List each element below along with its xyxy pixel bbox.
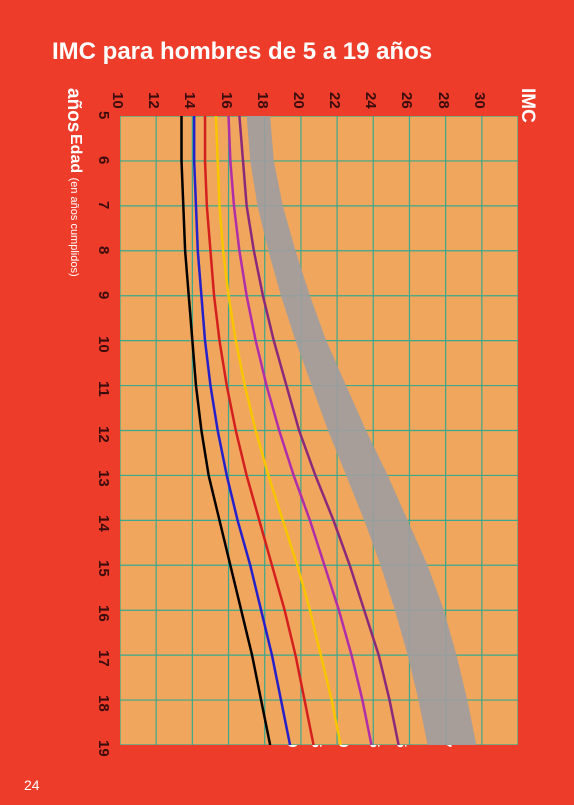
age-label: Edad <box>67 134 84 173</box>
x-tick: 14 <box>95 515 112 532</box>
x-tick: 7 <box>95 201 112 209</box>
x-axis-title-age: Edad (en años cumplidos) <box>66 134 84 277</box>
y-tick: 20 <box>290 92 307 109</box>
x-tick: 19 <box>95 740 112 757</box>
x-axis-title-years: años <box>62 88 84 132</box>
bmi-chart: IMC años Edad (en años cumplidos) 10 12 14… <box>60 86 540 756</box>
x-tick: 12 <box>95 426 112 443</box>
x-tick: 18 <box>95 695 112 712</box>
x-tick: 5 <box>95 111 112 119</box>
x-tick: 9 <box>95 291 112 299</box>
age-note: (en años cumplidos) <box>68 178 80 277</box>
plot-area <box>120 116 518 745</box>
x-tick: 17 <box>95 650 112 667</box>
page-number: 24 <box>24 777 40 793</box>
y-tick: 10 <box>109 92 126 109</box>
chart-title: IMC para hombres de 5 a 19 años <box>52 38 432 66</box>
x-tick: 11 <box>95 381 112 397</box>
x-tick: 15 <box>95 560 112 577</box>
y-tick: 24 <box>362 92 379 109</box>
page: IMC para hombres de 5 a 19 años 24 IMC a… <box>0 0 574 805</box>
x-tick: 13 <box>95 470 112 487</box>
y-axis-title: IMC <box>516 88 538 123</box>
y-tick: 14 <box>181 92 198 109</box>
y-tick: 28 <box>435 92 452 109</box>
x-tick: 16 <box>95 605 112 622</box>
y-tick: 30 <box>471 92 488 109</box>
y-tick: 16 <box>218 92 235 109</box>
y-tick: 12 <box>145 92 162 109</box>
x-tick: 8 <box>95 246 112 254</box>
y-tick: 22 <box>326 92 343 109</box>
x-tick: 10 <box>95 336 112 353</box>
x-tick: 6 <box>95 156 112 164</box>
y-tick: 18 <box>254 92 271 109</box>
y-tick: 26 <box>398 92 415 109</box>
